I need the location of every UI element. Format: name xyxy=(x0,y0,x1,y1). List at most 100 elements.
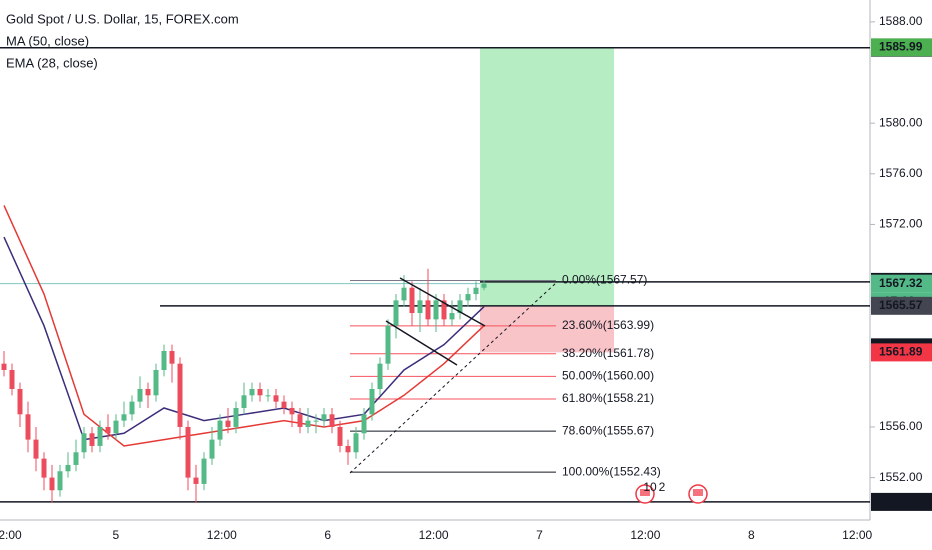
price-label-bg xyxy=(871,492,932,511)
candle-body xyxy=(353,433,359,453)
candle-body xyxy=(145,388,151,396)
x-tick-label: 7 xyxy=(536,528,543,542)
candle-body xyxy=(105,426,111,434)
x-tick-label: 5 xyxy=(113,528,120,542)
y-tick-label: 1588.00 xyxy=(879,14,923,28)
candle-body xyxy=(329,414,335,427)
candle-body xyxy=(249,388,255,396)
fib-label: 38.20%(1561.78) xyxy=(562,346,654,360)
candle-body xyxy=(225,420,231,427)
y-tick-label: 1576.00 xyxy=(879,166,923,180)
position-loss xyxy=(480,305,614,353)
candle-body xyxy=(305,420,311,427)
candle-body xyxy=(97,426,103,446)
price-label: 1585.99 xyxy=(879,40,923,54)
candle-body xyxy=(217,420,223,440)
candle-body xyxy=(17,388,23,415)
y-tick-label: 1580.00 xyxy=(879,115,923,129)
candle-body xyxy=(441,300,447,320)
event-flag xyxy=(640,489,650,496)
x-tick-label: 8 xyxy=(748,528,755,542)
x-tick-label: 2:00 xyxy=(0,528,22,542)
fib-label: 50.00%(1560.00) xyxy=(562,369,654,383)
legend-entry: MA (50, close) xyxy=(6,33,89,48)
candle-body xyxy=(433,300,439,320)
candle-body xyxy=(137,388,143,402)
candle-body xyxy=(361,414,367,434)
candle-body xyxy=(273,395,279,402)
candle-body xyxy=(393,300,399,326)
event-count: 10 xyxy=(643,480,657,494)
candle-body xyxy=(81,433,87,453)
candle-body xyxy=(73,452,79,465)
candle-body xyxy=(337,426,343,446)
candle-body xyxy=(417,300,423,314)
candle-body xyxy=(121,414,127,421)
candle-body xyxy=(129,401,135,415)
fib-trend-line xyxy=(349,282,557,474)
channel-line xyxy=(385,320,458,366)
x-tick-label: 12:00 xyxy=(630,528,660,542)
candle-body xyxy=(457,300,463,314)
price-label: 1561.89 xyxy=(879,345,923,359)
x-tick-label: 12:00 xyxy=(842,528,872,542)
candle-body xyxy=(425,300,431,320)
price-label-bg xyxy=(871,296,932,315)
price-label: 1550.08 xyxy=(879,494,923,508)
fib-label: 23.60%(1563.99) xyxy=(562,318,654,332)
candle-body xyxy=(153,370,159,396)
candle-body xyxy=(289,407,295,415)
y-tick-label: 1552.00 xyxy=(879,470,923,484)
channel-line xyxy=(399,277,486,327)
candle-body xyxy=(169,351,175,364)
candle-body xyxy=(369,388,375,415)
price-label-bg xyxy=(871,274,932,293)
candle-body xyxy=(473,287,479,295)
candle-body xyxy=(9,370,15,389)
price-label: 1567.32 xyxy=(879,276,923,290)
fib-label: 0.00%(1567.57) xyxy=(562,273,647,287)
candle-body xyxy=(201,458,207,484)
fib-label: 61.80%(1558.21) xyxy=(562,391,654,405)
candle-body xyxy=(65,464,71,472)
candle-body xyxy=(281,401,287,408)
candle-body xyxy=(49,477,55,491)
candle-body xyxy=(177,363,183,427)
candle-body xyxy=(161,351,167,370)
candle-body xyxy=(481,283,487,288)
y-tick-label: 1572.00 xyxy=(879,217,923,231)
candle-body xyxy=(89,433,95,446)
x-tick-label: 12:00 xyxy=(419,528,449,542)
candle-body xyxy=(233,407,239,427)
event-count: 2 xyxy=(659,480,666,494)
candle-body xyxy=(113,420,119,434)
candle-body xyxy=(401,287,407,301)
candle-body xyxy=(209,439,215,459)
price-label-bg xyxy=(871,343,932,362)
x-tick-label: 12:00 xyxy=(207,528,237,542)
candle-body xyxy=(25,414,31,440)
candle-body xyxy=(193,477,199,484)
price-label-bg xyxy=(871,38,932,57)
fib-label: 100.00%(1552.43) xyxy=(562,464,661,478)
candle-body xyxy=(1,363,7,370)
price-label: 1565.57 xyxy=(879,298,923,312)
y-tick-label: 1556.00 xyxy=(879,419,923,433)
candle-body xyxy=(385,325,391,364)
chart-title: Gold Spot / U.S. Dollar, 15, FOREX.com xyxy=(6,11,239,26)
candle-body xyxy=(465,294,471,301)
fib-label: 78.60%(1555.67) xyxy=(562,423,654,437)
x-tick-label: 6 xyxy=(324,528,331,542)
candle-body xyxy=(265,395,271,397)
candle-body xyxy=(41,458,47,478)
candle-body xyxy=(297,414,303,427)
candle-body xyxy=(321,414,327,421)
candle-body xyxy=(57,471,63,491)
candle-body xyxy=(377,363,383,389)
position-profit xyxy=(480,47,614,306)
candle-body xyxy=(257,388,263,396)
legend-entry: EMA (28, close) xyxy=(6,55,98,70)
candle-body xyxy=(33,439,39,459)
